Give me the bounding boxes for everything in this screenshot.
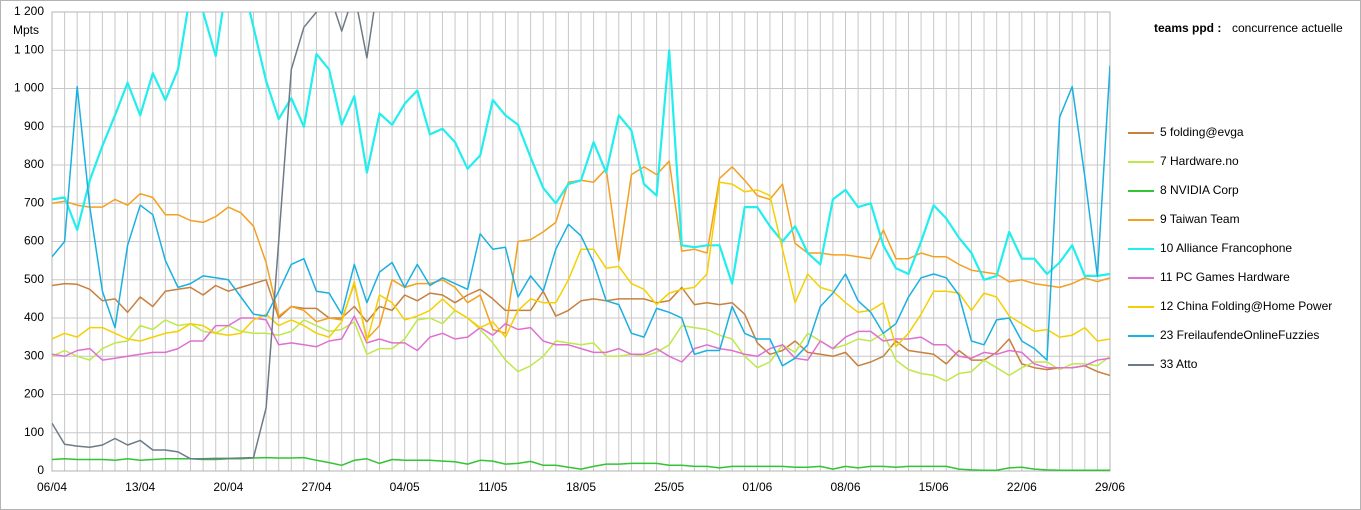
plot-border xyxy=(51,11,1111,472)
x-tick-label: 29/06 xyxy=(1095,480,1125,494)
y-tick-label: 1 000 xyxy=(14,81,44,95)
y-tick-label: 100 xyxy=(24,425,44,439)
y-tick-label: 300 xyxy=(24,348,44,362)
y-tick-label: 600 xyxy=(24,234,44,248)
legend-label: 8 NVIDIA Corp xyxy=(1160,183,1239,197)
chart-subtitle: concurrence actuelle xyxy=(1232,21,1343,35)
legend-label: 7 Hardware.no xyxy=(1160,154,1239,168)
x-tick-label: 11/05 xyxy=(478,480,507,494)
y-tick-label: 900 xyxy=(24,119,44,133)
x-tick-label: 01/06 xyxy=(742,480,772,494)
x-tick-label: 27/04 xyxy=(301,480,331,494)
series-line xyxy=(52,279,1110,377)
series-line xyxy=(52,12,375,460)
y-axis-label: Mpts xyxy=(13,23,39,37)
plot-lines xyxy=(52,12,1110,471)
legend-label: 9 Taiwan Team xyxy=(1160,212,1240,226)
x-tick-label: 20/04 xyxy=(213,480,243,494)
legend-label: 23 FreilaufendeOnlineFuzzies xyxy=(1160,328,1319,342)
x-tick-label: 18/05 xyxy=(566,480,596,494)
series-line xyxy=(52,65,1110,367)
x-tick-label: 06/04 xyxy=(37,480,67,494)
legend-label: 5 folding@evga xyxy=(1160,125,1244,139)
series-line xyxy=(52,12,1110,285)
y-tick-label: 400 xyxy=(24,310,44,324)
x-tick-label: 25/05 xyxy=(654,480,684,494)
y-tick-label: 700 xyxy=(24,195,44,209)
x-tick-label: 22/06 xyxy=(1007,480,1037,494)
chart-title: teams ppd : xyxy=(1154,21,1221,35)
legend-label: 11 PC Games Hardware xyxy=(1160,270,1290,284)
series-line xyxy=(52,181,1110,348)
x-tick-label: 15/06 xyxy=(919,480,949,494)
legend-label: 33 Atto xyxy=(1160,357,1198,371)
y-tick-label: 200 xyxy=(24,387,44,401)
y-tick-label: 800 xyxy=(24,157,44,171)
y-tick-label: 500 xyxy=(24,272,44,286)
y-tick-label: 1 100 xyxy=(14,42,44,56)
y-tick-label: 0 xyxy=(37,463,44,477)
x-tick-label: 13/04 xyxy=(125,480,155,494)
series-line xyxy=(52,315,1110,369)
x-tick-label: 08/06 xyxy=(830,480,860,494)
y-tick-label: 1 200 xyxy=(14,4,44,18)
legend-label: 12 China Folding@Home Power xyxy=(1160,299,1332,313)
legend-label: 10 Alliance Francophone xyxy=(1160,241,1292,255)
x-tick-label: 04/05 xyxy=(390,480,420,494)
